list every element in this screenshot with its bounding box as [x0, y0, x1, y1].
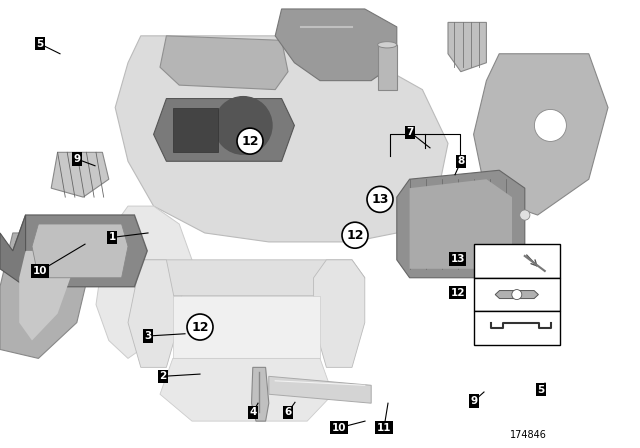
Text: 11: 11	[377, 423, 391, 433]
Polygon shape	[0, 215, 26, 287]
Text: 13: 13	[451, 254, 465, 264]
Text: 6: 6	[284, 407, 292, 417]
Text: 12: 12	[241, 134, 259, 148]
Text: 174846: 174846	[509, 430, 547, 439]
Polygon shape	[448, 22, 486, 72]
Polygon shape	[474, 54, 608, 215]
Text: 7: 7	[406, 127, 413, 137]
Polygon shape	[115, 36, 448, 242]
Text: 10: 10	[332, 423, 346, 433]
Bar	[474, 278, 560, 311]
Polygon shape	[96, 206, 192, 358]
Text: 2: 2	[159, 371, 166, 381]
Polygon shape	[0, 233, 90, 358]
Text: 5: 5	[538, 385, 545, 395]
Polygon shape	[13, 215, 147, 287]
Text: 4: 4	[250, 407, 257, 417]
Circle shape	[342, 222, 368, 248]
Text: 10: 10	[33, 266, 47, 276]
Polygon shape	[128, 260, 365, 296]
Polygon shape	[314, 260, 365, 367]
Circle shape	[187, 314, 213, 340]
Polygon shape	[173, 296, 320, 358]
Polygon shape	[128, 260, 179, 367]
Text: 9: 9	[74, 154, 81, 164]
Polygon shape	[410, 179, 512, 269]
Polygon shape	[32, 224, 128, 278]
Text: 12: 12	[191, 320, 209, 334]
Polygon shape	[378, 45, 397, 90]
Text: 13: 13	[371, 193, 388, 206]
Polygon shape	[160, 36, 288, 90]
Circle shape	[534, 109, 566, 142]
Polygon shape	[19, 251, 70, 340]
Polygon shape	[397, 170, 525, 278]
Text: 1: 1	[108, 233, 116, 242]
Text: 12: 12	[451, 288, 465, 297]
Polygon shape	[160, 358, 333, 421]
Text: 9: 9	[470, 396, 477, 406]
Circle shape	[367, 186, 393, 212]
Polygon shape	[269, 376, 371, 403]
Bar	[474, 244, 560, 278]
Circle shape	[214, 97, 272, 154]
Polygon shape	[51, 152, 109, 197]
Polygon shape	[275, 9, 397, 81]
Polygon shape	[154, 99, 294, 161]
Polygon shape	[252, 367, 269, 421]
Text: 3: 3	[145, 331, 152, 341]
Polygon shape	[173, 108, 218, 152]
Text: 5: 5	[36, 39, 44, 49]
Ellipse shape	[378, 42, 397, 48]
Text: 8: 8	[458, 156, 465, 166]
Bar	[474, 311, 560, 345]
Circle shape	[520, 210, 530, 220]
Circle shape	[237, 128, 263, 154]
Circle shape	[512, 289, 522, 300]
Text: 12: 12	[346, 228, 364, 242]
Polygon shape	[495, 291, 538, 298]
